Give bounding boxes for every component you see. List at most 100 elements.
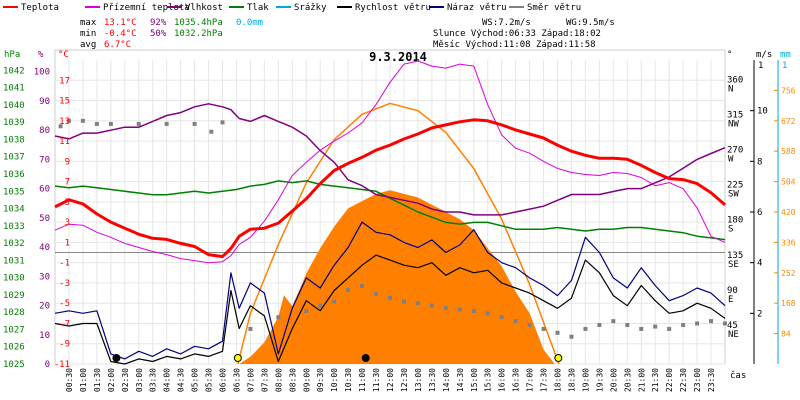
axis-unit-temp: °C: [58, 50, 69, 60]
mm-tick-label: 672: [781, 117, 796, 126]
x-tick-label: 08:00: [274, 368, 283, 392]
mm-tick-label: 84: [781, 330, 791, 339]
x-tick-label: 22:30: [679, 368, 688, 392]
series-smer-vetru-point: [667, 326, 672, 331]
temp-tick-label: -1: [59, 259, 70, 269]
legend-item-smer-vetru: Směr větru: [509, 3, 581, 13]
axis-unit-ms: m/s: [756, 50, 772, 60]
x-tick-label: 09:30: [316, 368, 325, 392]
hpa-tick-label: 1036: [3, 170, 25, 180]
series-naraz-vetru: [54, 221, 726, 360]
series-prizemni-teplota: [54, 60, 726, 264]
series-smer-vetru-point: [723, 321, 727, 326]
dir-tick-label: SW: [728, 190, 739, 200]
dir-tick-label: N: [728, 84, 733, 94]
stat-avg-temp: 6.7°C: [104, 40, 131, 50]
temp-tick-label: 17: [59, 76, 70, 86]
info-block: WS:7.2m/s WG:9.5m/s Slunce Východ:06:33 …: [433, 18, 615, 50]
series-smer-vetru-point: [471, 308, 476, 313]
series-smer-vetru-point: [374, 291, 379, 296]
pct-tick-label: 0: [45, 360, 50, 370]
legend-item-rychlost-vetru: Rychlost větru: [337, 3, 431, 13]
x-tick-label: 05:00: [191, 368, 200, 392]
legend-label: Směr větru: [527, 3, 581, 13]
series-teplota: [54, 118, 726, 259]
legend-label: Vlhkost: [185, 3, 223, 13]
series-smer-vetru-point: [653, 324, 658, 329]
dir-tick-deg: 180: [727, 216, 743, 226]
x-tick-label: 01:00: [79, 368, 88, 392]
series-smer-vetru-point: [108, 121, 113, 126]
stats-block: max 13.1°C 92% 1035.4hPa 0.0mm min -0.4°…: [80, 18, 263, 50]
series-smer-vetru-point: [192, 121, 197, 126]
legend-item-vlhkost: Vlhkost: [167, 3, 223, 13]
x-tick-label: 04:30: [177, 368, 186, 392]
hpa-tick-label: 1034: [3, 205, 25, 215]
temp-tick-label: 13: [59, 117, 70, 127]
x-tick-label: 02:30: [121, 368, 130, 392]
series-smer-vetru-point: [569, 334, 574, 339]
x-tick-label: 00:30: [65, 368, 74, 392]
series-smer-vetru-point: [513, 319, 518, 324]
series-vlhkost: [54, 103, 726, 216]
hpa-tick-label: 1032: [3, 239, 25, 249]
mm-tick-label: 168: [781, 299, 796, 308]
x-tick-label: 10:00: [330, 368, 339, 392]
x-tick-label: 15:00: [470, 368, 479, 392]
hpa-tick-label: 1028: [3, 308, 25, 318]
sunrise-marker: [233, 354, 242, 362]
dir-tick-deg: 135: [727, 251, 743, 261]
axis-unit-mm: mm: [780, 50, 791, 60]
stat-max-press: 1035.4hPa: [174, 18, 223, 28]
temp-tick-label: -5: [59, 299, 70, 309]
pct-tick-label: 90: [39, 97, 50, 107]
x-tick-label: 06:30: [232, 368, 241, 392]
x-tick-label: 21:30: [651, 368, 660, 392]
stat-min-hum: 50%: [150, 29, 167, 39]
hpa-tick-label: 1042: [3, 66, 25, 76]
x-tick-label: 04:00: [163, 368, 172, 392]
temp-tick-label: -3: [59, 279, 70, 289]
series-smer-vetru-point: [304, 308, 309, 313]
stat-min-press: 1032.2hPa: [174, 29, 223, 39]
x-tick-label: 14:30: [456, 368, 465, 392]
info-wg: WG:9.5m/s: [566, 18, 615, 28]
dir-tick-label: E: [728, 295, 733, 305]
hpa-tick-label: 1041: [3, 84, 25, 94]
x-tick-label: 18:00: [554, 368, 563, 392]
series-smer-vetru-point: [66, 118, 71, 123]
x-tick-label: 07:00: [246, 368, 255, 392]
sunset-marker: [554, 354, 563, 362]
temp-tick-label: 11: [59, 137, 70, 147]
info-moon: Měsíc Východ:11:08 Západ:11:58: [433, 40, 596, 50]
mm-tick-label: 504: [781, 178, 796, 187]
ms-axis-top-label: 1: [758, 61, 763, 71]
hpa-tick-label: 1035: [3, 187, 25, 197]
series-smer-vetru-point: [443, 305, 448, 310]
x-tick-label: 07:30: [260, 368, 269, 392]
hpa-tick-label: 1029: [3, 291, 25, 301]
x-tick-label: 16:00: [498, 368, 507, 392]
series-smer-vetru-point: [681, 323, 686, 328]
series-smer-vetru-point: [318, 303, 323, 308]
pct-tick-label: 100: [34, 68, 50, 78]
x-tick-label: 16:30: [512, 368, 521, 392]
x-tick-label: 15:30: [484, 368, 493, 392]
stat-min-temp: -0.4°C: [104, 29, 137, 39]
x-tick-label: 18:30: [567, 368, 576, 392]
series-smer-vetru-point: [209, 129, 214, 134]
legend-item-teplota: Teplota: [3, 3, 59, 13]
series-smer-vetru-point: [541, 326, 546, 331]
pct-tick-label: 80: [39, 126, 50, 136]
legend: Teplota Přízemní teplota Vlhkost Tlak Sr…: [3, 3, 581, 13]
legend-label: Náraz větru: [447, 3, 507, 13]
stat-max-label: max: [80, 18, 97, 28]
x-tick-label: 17:00: [526, 368, 535, 392]
x-tick-label: 12:00: [386, 368, 395, 392]
ms-tick-label: 6: [757, 208, 762, 218]
dir-tick-label: W: [728, 155, 734, 165]
solar-max-curve: [237, 102, 560, 365]
x-tick-label: 02:00: [107, 368, 116, 392]
series-smer-vetru-point: [346, 287, 351, 292]
